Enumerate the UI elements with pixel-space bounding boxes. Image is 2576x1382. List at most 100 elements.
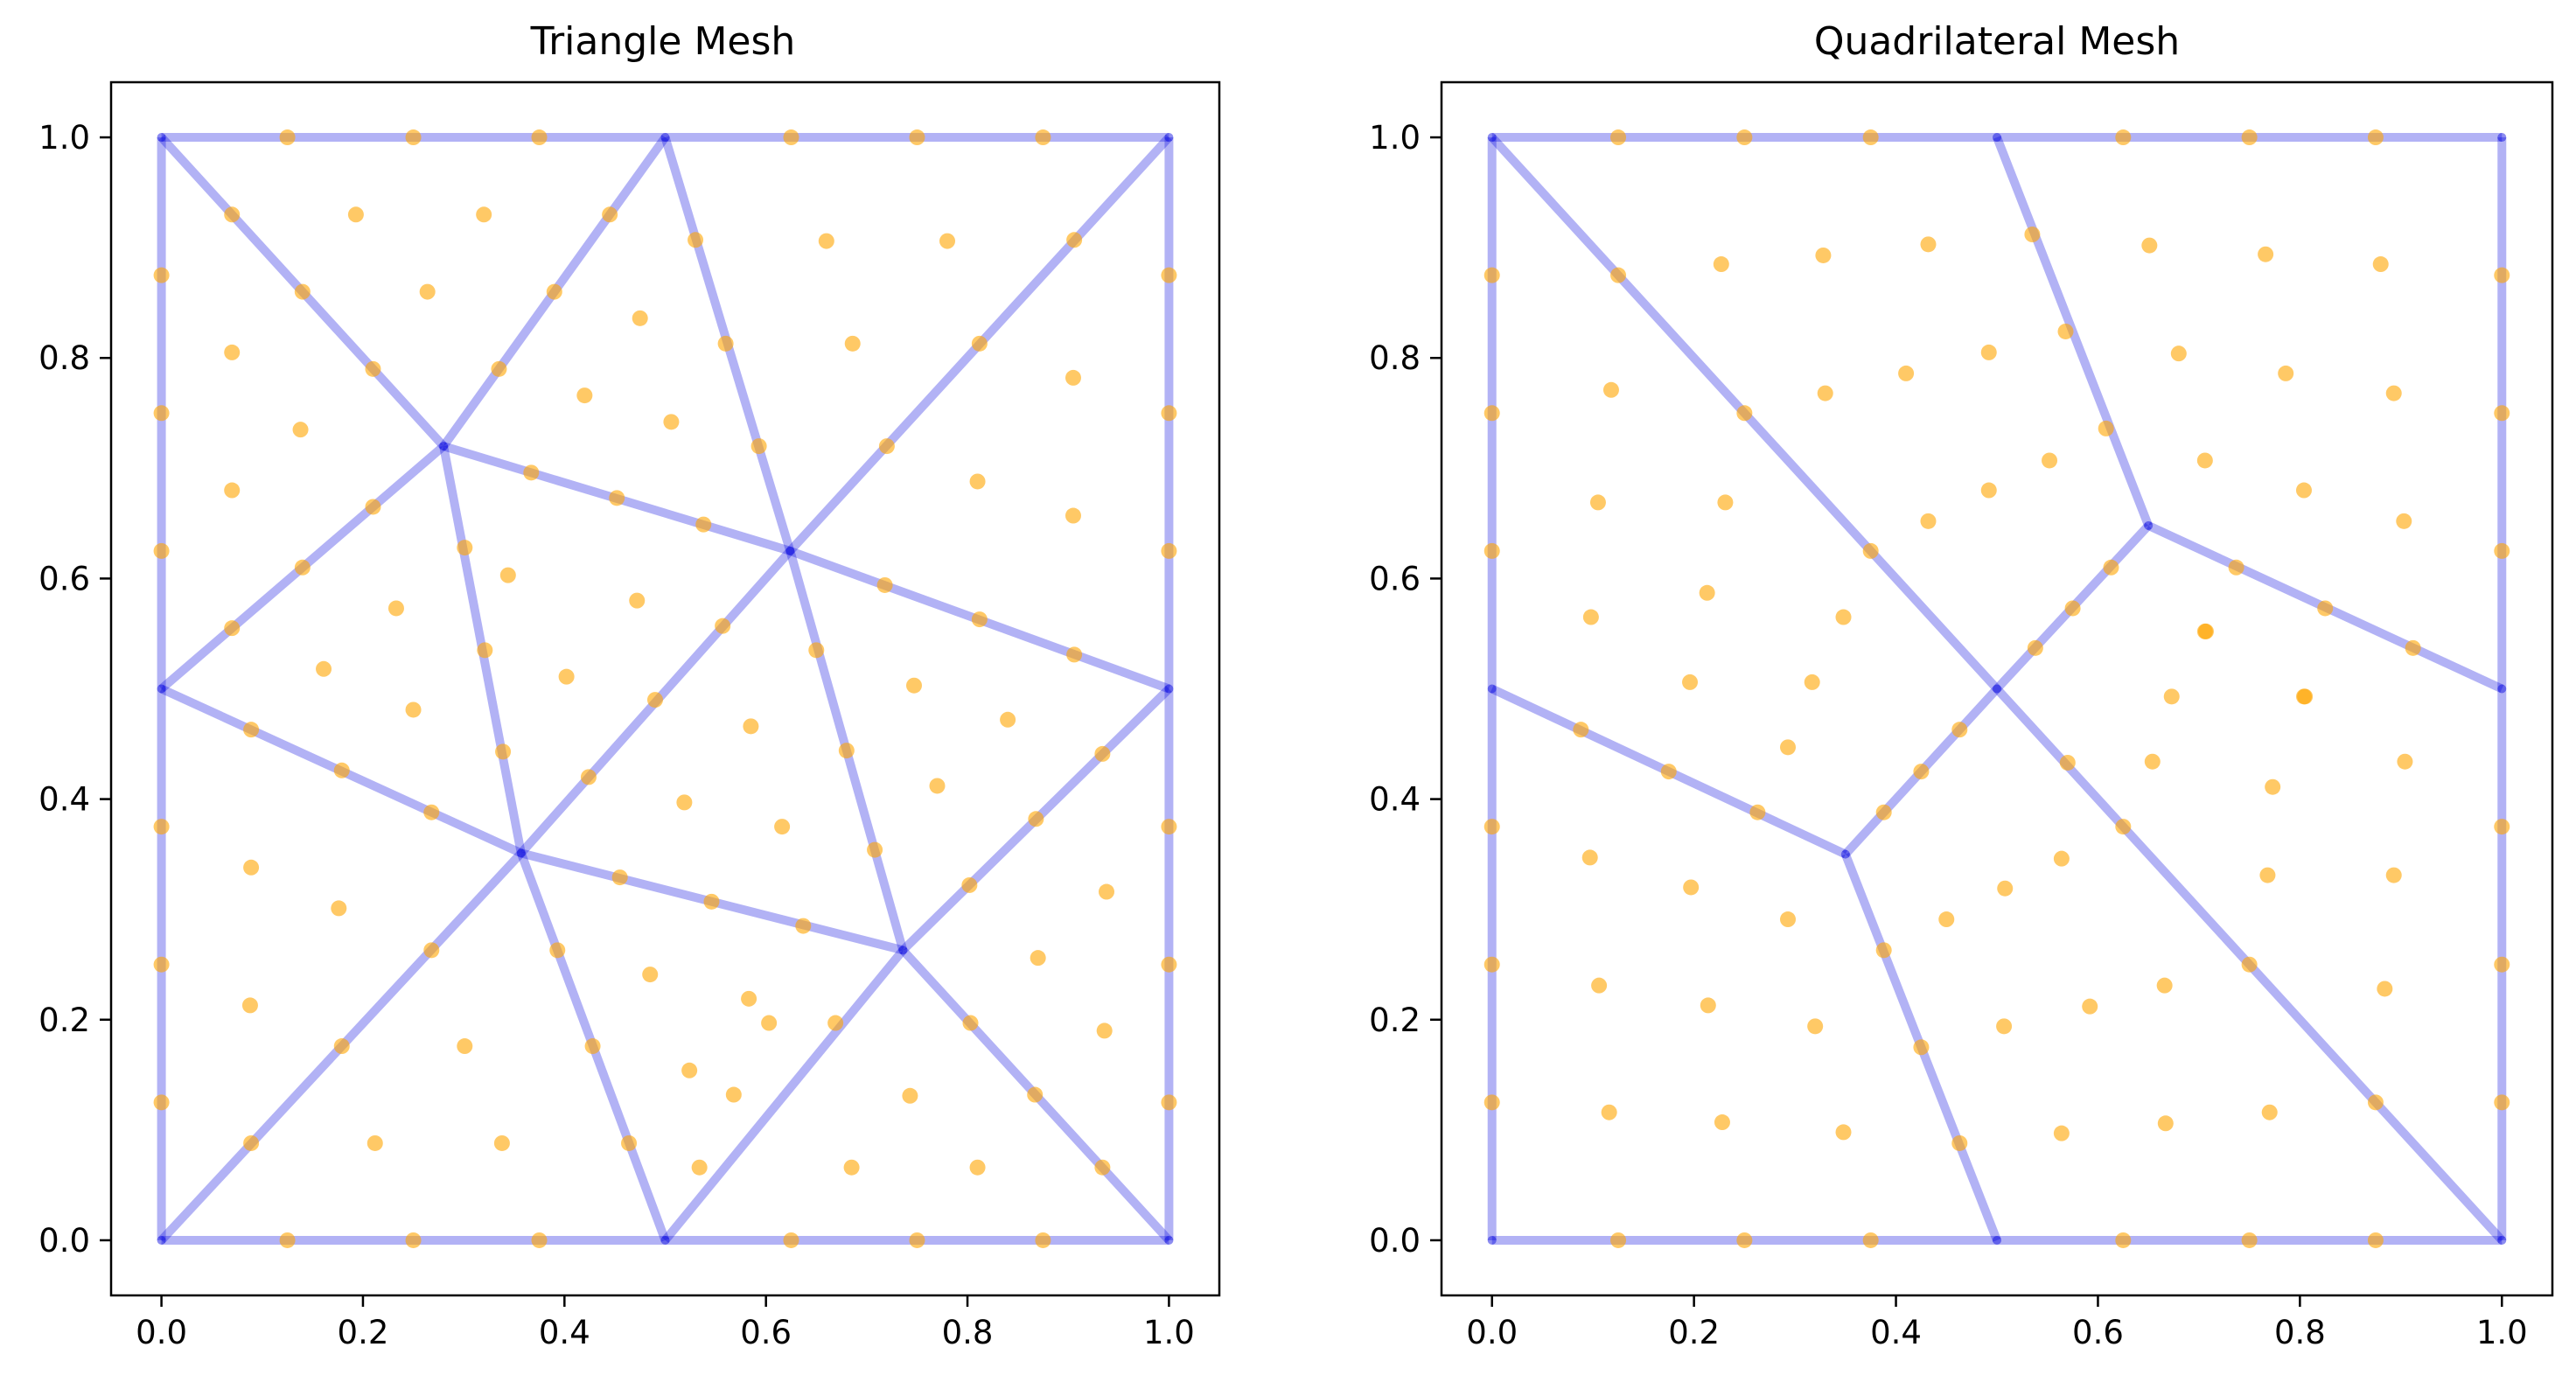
triangle-mesh-point-114	[405, 701, 422, 718]
quadrilateral-mesh-point-82	[1835, 609, 1852, 625]
triangle-mesh-point-4	[909, 1232, 925, 1248]
quadrilateral-mesh-point-26	[1749, 804, 1766, 820]
quadrilateral-mesh-point-61	[2157, 1115, 2174, 1132]
triangle-mesh-point-7	[405, 129, 422, 146]
triangle-mesh-point-98	[476, 206, 492, 223]
quadrilateral-mesh-point-98	[2385, 385, 2402, 401]
triangle-mesh-point-109	[499, 567, 516, 583]
triangle-mesh-quadrature-points	[153, 129, 1177, 1248]
quadrilateral-mesh-point-97	[2278, 365, 2294, 381]
triangle-mesh-point-5	[1035, 1232, 1051, 1248]
quadrilateral-mesh-panel: Quadrilateral Mesh 0.0 0.2 0.4 0.6 0.8 1.0 0.…	[1369, 19, 2554, 1351]
quadrilateral-mesh-point-13	[1483, 956, 1500, 973]
quadrilateral-mesh-x-tick-label-0: 0.0	[1466, 1314, 1518, 1351]
quadrilateral-mesh-point-11	[2367, 129, 2384, 146]
quadrilateral-mesh-point-85	[1815, 247, 1832, 263]
triangle-mesh-panel: Triangle Mesh 0.0 0.2 0.4 0.6 0.8 1.0 0.00.20…	[38, 19, 1221, 1351]
triangle-mesh-point-110	[629, 592, 646, 609]
triangle-mesh-point-24	[243, 1134, 260, 1151]
triangle-mesh-point-52	[491, 360, 507, 377]
triangle-mesh-point-26	[423, 942, 440, 959]
triangle-mesh-point-15	[153, 542, 170, 559]
triangle-mesh-point-70	[580, 769, 597, 785]
triangle-mesh-point-57	[750, 438, 767, 455]
triangle-mesh-vertex-6	[439, 442, 449, 451]
triangle-mesh-point-3	[783, 1232, 799, 1248]
triangle-mesh-vertex-7	[785, 546, 795, 555]
triangle-mesh-point-19	[1161, 956, 1177, 973]
quadrilateral-mesh-vertex-4	[1840, 849, 1850, 859]
triangle-mesh-point-102	[663, 414, 680, 430]
triangle-mesh-point-33	[827, 1015, 844, 1031]
quadrilateral-mesh-point-29	[1875, 942, 1892, 959]
quadrilateral-mesh-point-99	[2196, 452, 2213, 469]
quadrilateral-mesh-vertex-8	[1487, 133, 1497, 143]
triangle-mesh-point-106	[969, 473, 986, 490]
triangle-mesh-point-38	[1027, 1086, 1044, 1103]
quadrilateral-mesh-point-39	[2228, 559, 2244, 576]
triangle-mesh-point-88	[1030, 950, 1046, 967]
quadrilateral-mesh-point-2	[1862, 1232, 1879, 1248]
quadrilateral-mesh-point-53	[1807, 1018, 1824, 1035]
triangle-mesh-y-tick-label-2: 0.4	[38, 781, 90, 819]
triangle-mesh-point-12	[153, 1094, 170, 1111]
quadrilateral-mesh-point-20	[2494, 819, 2510, 835]
quadrilateral-mesh-point-18	[2494, 1094, 2510, 1111]
quadrilateral-mesh-point-56	[1780, 911, 1797, 928]
triangle-mesh-point-1	[405, 1232, 422, 1248]
quadrilateral-mesh-point-3	[2115, 1232, 2132, 1248]
triangle-mesh-y-tick-label-0: 0.0	[38, 1222, 90, 1260]
triangle-mesh-point-41	[1028, 811, 1044, 827]
quadrilateral-mesh-point-54	[1581, 849, 1598, 866]
triangle-mesh-point-95	[292, 422, 309, 438]
quadrilateral-mesh-point-94	[2258, 246, 2274, 262]
quadrilateral-mesh-point-67	[2259, 867, 2276, 883]
triangle-mesh-point-55	[688, 232, 704, 248]
quadrilateral-mesh-point-43	[1736, 405, 1753, 422]
quadrilateral-mesh-point-100	[2295, 482, 2312, 499]
triangle-mesh-point-34	[795, 918, 812, 934]
triangle-mesh-point-115	[743, 718, 759, 735]
quadrilateral-mesh-point-62	[2261, 1104, 2278, 1120]
quadrilateral-mesh-point-38	[2098, 420, 2114, 436]
quadrilateral-mesh-point-77	[1699, 584, 1715, 601]
triangle-mesh-vertex-4	[516, 848, 526, 858]
triangle-mesh-edge-10	[661, 947, 907, 1244]
triangle-mesh-point-32	[761, 1015, 778, 1031]
triangle-mesh-point-64	[523, 464, 540, 481]
triangle-mesh-point-116	[774, 819, 791, 835]
triangle-mesh-point-72	[715, 618, 731, 634]
quadrilateral-mesh-point-40	[2317, 600, 2334, 617]
quadrilateral-mesh-point-55	[1683, 879, 1700, 896]
quadrilateral-mesh-vertex-5	[1993, 684, 2001, 694]
triangle-mesh-title: Triangle Mesh	[530, 19, 796, 64]
triangle-mesh-point-49	[224, 206, 241, 223]
triangle-mesh-vertex-1	[660, 1235, 670, 1245]
triangle-mesh-vertex-10	[660, 133, 670, 143]
quadrilateral-mesh-title: Quadrilateral Mesh	[1814, 19, 2180, 64]
triangle-mesh-x-axis: 0.0 0.2 0.4 0.6 0.8 1.0	[136, 1295, 1195, 1351]
triangle-mesh-point-29	[549, 942, 566, 959]
quadrilateral-mesh-vertex-1	[1993, 1235, 2001, 1245]
quadrilateral-mesh-point-4	[2241, 1232, 2258, 1248]
quadrilateral-mesh-x-tick-label-4: 0.8	[2274, 1314, 2326, 1351]
quadrilateral-mesh-point-46	[2241, 956, 2258, 973]
triangle-mesh-point-40	[961, 876, 978, 893]
triangle-mesh-vertices	[157, 133, 1174, 1245]
quadrilateral-mesh-point-93	[2141, 237, 2158, 254]
triangle-mesh-point-84	[681, 1062, 698, 1078]
quadrilateral-mesh-vertex-9	[1993, 133, 2001, 143]
quadrilateral-mesh-point-78	[1589, 494, 1606, 511]
quadrilateral-mesh-y-tick-label-2: 0.4	[1369, 781, 1421, 819]
triangle-mesh-point-100	[632, 310, 648, 326]
quadrilateral-mesh-point-79	[1717, 494, 1734, 511]
quadrilateral-mesh-point-35	[2103, 559, 2119, 576]
triangle-mesh-point-0	[279, 1232, 296, 1248]
triangle-mesh-point-67	[457, 540, 473, 556]
triangle-mesh-point-112	[387, 600, 404, 617]
quadrilateral-mesh-point-23	[2494, 267, 2510, 283]
triangle-mesh-point-105	[939, 233, 956, 249]
triangle-mesh-point-23	[1161, 267, 1177, 283]
quadrilateral-mesh-vertex-7	[2497, 684, 2507, 694]
triangle-mesh-point-50	[294, 283, 311, 300]
